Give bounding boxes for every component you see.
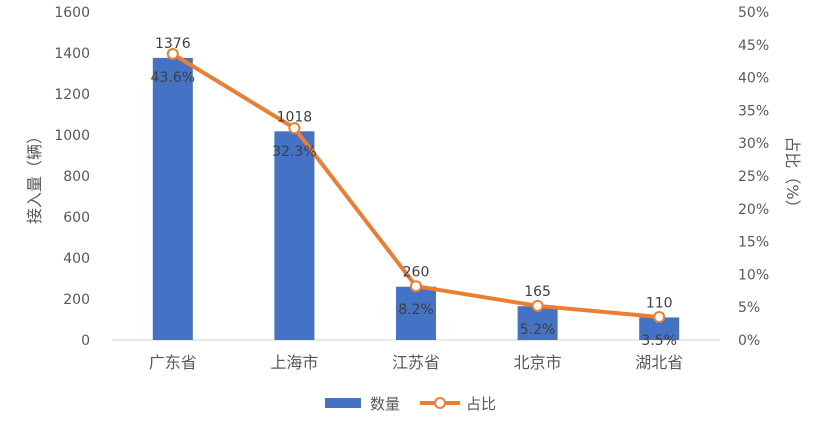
right-tick-label: 30% (738, 136, 769, 152)
bar-data-label: 260 (403, 265, 430, 281)
y2-axis-title: 占比（%） (783, 136, 802, 215)
left-tick-label: 1200 (54, 87, 90, 103)
right-tick-label: 35% (738, 103, 769, 119)
line-point (166, 47, 179, 60)
line-data-label: 5.2% (520, 322, 556, 338)
line-point (653, 311, 666, 324)
bar-data-label: 1018 (277, 109, 313, 125)
line-data-label: 43.6% (151, 70, 195, 86)
legend-line-label: 占比 (466, 395, 496, 413)
category-label: 广东省 (149, 353, 197, 372)
right-axis-tick-labels: 0% 5% 10% 15% 20% 25% 30% 35% 40% 45% 50% (738, 5, 769, 349)
right-tick-label: 45% (738, 38, 769, 54)
line-point (410, 280, 422, 293)
bar (274, 131, 315, 340)
left-tick-label: 1600 (54, 5, 90, 21)
left-tick-label: 0 (81, 333, 90, 349)
left-tick-label: 1400 (54, 46, 90, 62)
category-label: 上海市 (270, 353, 318, 372)
bar (639, 317, 680, 340)
category-label: 江苏省 (392, 353, 440, 372)
right-tick-label: 40% (738, 71, 769, 87)
legend: 数量 占比 (325, 395, 496, 413)
legend-bar-swatch (325, 398, 361, 408)
bar-data-label: 165 (524, 284, 551, 300)
right-tick-label: 15% (738, 235, 769, 251)
line-data-label: 8.2% (398, 302, 434, 318)
category-label: 北京市 (514, 353, 562, 372)
line-series (166, 47, 666, 324)
category-labels: 广东省 上海市 江苏省 北京市 湖北省 (149, 353, 683, 372)
bar (152, 57, 193, 341)
category-label: 湖北省 (635, 353, 683, 372)
left-tick-label: 200 (63, 292, 90, 308)
bar-series (152, 57, 680, 341)
bar (396, 286, 436, 340)
right-tick-label: 20% (738, 202, 769, 218)
left-tick-label: 1000 (54, 128, 90, 144)
right-tick-label: 0% (738, 333, 760, 349)
axis-titles: 接入量（辆） 占比（%） (25, 128, 802, 224)
right-tick-label: 25% (738, 169, 769, 185)
left-axis-tick-labels: 0 200 400 600 800 1000 1200 1400 1600 (54, 5, 90, 349)
left-tick-label: 600 (63, 210, 90, 226)
bar-data-label: 1376 (155, 36, 191, 52)
line-data-label: 32.3% (272, 144, 316, 160)
y-axis-title: 接入量（辆） (25, 128, 44, 224)
bar-data-label: 110 (646, 295, 673, 311)
line-point (531, 299, 544, 312)
right-tick-label: 50% (738, 5, 769, 21)
legend-bar-label: 数量 (370, 395, 400, 413)
left-tick-label: 800 (63, 169, 90, 185)
left-tick-label: 400 (63, 251, 90, 267)
data-labels: 1376 1018 260 165 110 43.6% 32.3% 8.2% 5.2% 3.5% (151, 36, 677, 349)
right-tick-label: 5% (738, 300, 760, 316)
line-data-label: 3.5% (641, 333, 677, 349)
legend-line-marker (434, 397, 446, 409)
line-point (288, 122, 301, 135)
right-tick-label: 10% (738, 267, 769, 283)
